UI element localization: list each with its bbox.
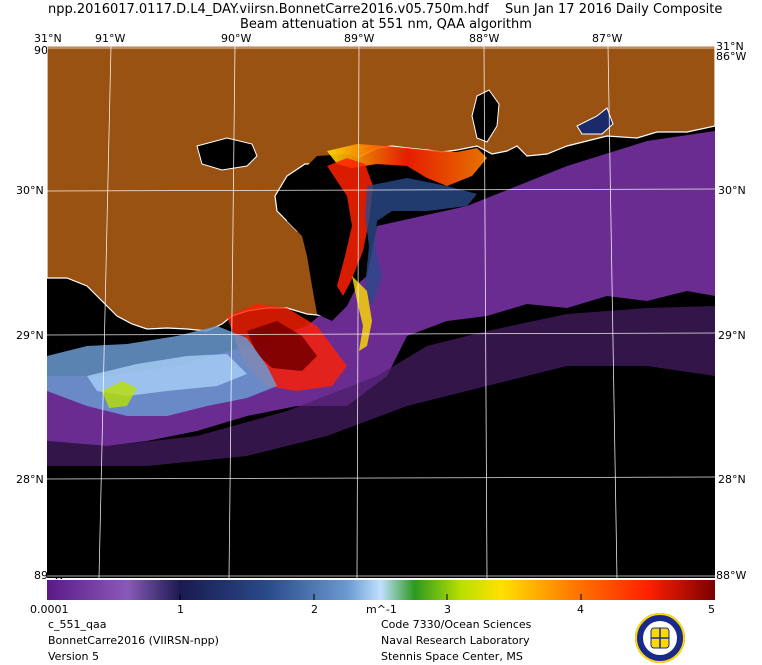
- org-location: Stennis Space Center, MS: [381, 650, 523, 663]
- pensacola-bay: [576, 107, 614, 135]
- shelf-water-fringe: [47, 306, 715, 466]
- lat-label-left: 30°N: [16, 184, 44, 197]
- colorbar-unit: m^-1: [366, 603, 397, 616]
- lat-label-left: 28°N: [16, 473, 44, 486]
- colorbar: [47, 580, 715, 600]
- colorbar-tick-label: 2: [311, 603, 318, 616]
- corner-lon-bottom-right: 88°W: [716, 569, 747, 582]
- sediment-plume-delta-edge: [352, 276, 372, 351]
- beam-attenuation-map: [47, 46, 715, 578]
- corner-lat-top-right: 31°N: [716, 40, 744, 53]
- lat-label-right: 30°N: [718, 184, 746, 197]
- lon-label-top: 89°W: [344, 32, 375, 45]
- lat-label-left: 29°N: [16, 329, 44, 342]
- lake-pontchartrain: [196, 137, 258, 171]
- sediment-plume-west-core: [247, 321, 317, 371]
- colorbar-tick-label: 1: [177, 603, 184, 616]
- lon-label-top: 91°W: [95, 32, 126, 45]
- sediment-plume-east: [327, 144, 487, 186]
- lat-label-right: 29°N: [718, 329, 746, 342]
- colorbar-gradient: [47, 580, 715, 600]
- corner-lat-top-left: 31°N: [34, 32, 62, 45]
- lon-label-top: 87°W: [592, 32, 623, 45]
- corner-lon-top-right: 86°W: [716, 50, 747, 63]
- coastal-green-patch: [102, 381, 137, 408]
- product-code: c_551_qaa: [48, 618, 107, 631]
- dataset-name: BonnetCarre2016 (VIIRSN-npp): [48, 634, 219, 647]
- colorbar-tick-label: 0.0001: [30, 603, 69, 616]
- product-title: Beam attenuation at 551 nm, QAA algorith…: [240, 17, 532, 32]
- lat-label-right: 28°N: [718, 473, 746, 486]
- land-mass: [47, 46, 715, 332]
- lon-label-top: 88°W: [469, 32, 500, 45]
- composite-date: Sun Jan 17 2016 Daily Composite: [505, 2, 723, 17]
- graticule: [47, 46, 715, 578]
- offshore-blue-band: [365, 178, 477, 306]
- sediment-plume-delta: [327, 158, 373, 296]
- file-name: npp.2016017.0117.D.L4_DAY.viirsn.BonnetC…: [48, 2, 489, 17]
- nrl-seal-logo: [635, 613, 685, 663]
- mobile-bay: [471, 89, 500, 143]
- org-code: Code 7330/Ocean Sciences: [381, 618, 532, 631]
- colorbar-tick-label: 4: [577, 603, 584, 616]
- colorbar-tick-label: 5: [708, 603, 715, 616]
- colorbar-ticks: [179, 594, 582, 600]
- org-name: Naval Research Laboratory: [381, 634, 530, 647]
- lon-label-top: 90°W: [221, 32, 252, 45]
- version-label: Version 5: [48, 650, 99, 663]
- colorbar-tick-label: 3: [444, 603, 451, 616]
